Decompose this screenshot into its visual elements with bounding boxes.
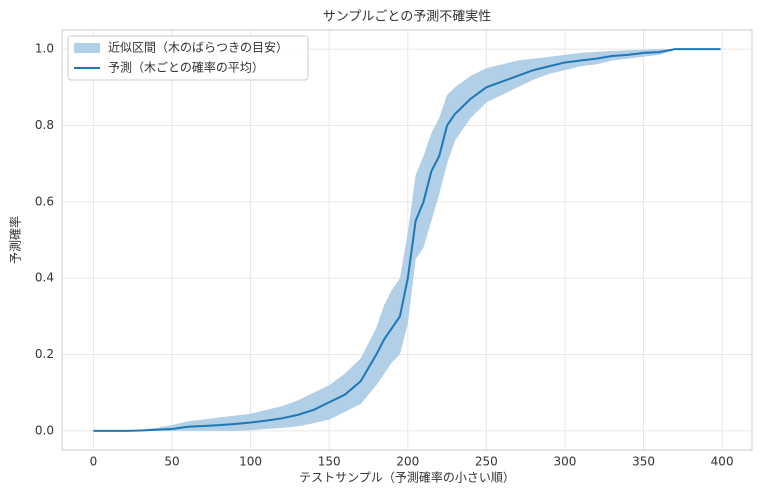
x-tick-label: 150 [318, 455, 341, 469]
line [93, 48, 721, 432]
x-tick-label: 300 [554, 455, 577, 469]
y-tick-label: 0.0 [35, 423, 54, 437]
plot-frame [61, 29, 753, 451]
x-tick-label: 200 [396, 455, 419, 469]
x-tick-label: 250 [475, 455, 498, 469]
y-axis-label: 予測確率 [8, 216, 23, 264]
y-tick-label: 1.0 [35, 42, 54, 56]
x-axis-label: テストサンプル（予測確率の小さい順） [299, 470, 515, 485]
y-tick-label: 0.2 [35, 347, 54, 361]
y-tick-label: 0.6 [35, 194, 54, 208]
x-tick-label: 350 [632, 455, 655, 469]
legend-label: 予測（木ごとの確率の平均） [108, 60, 264, 75]
legend-box [67, 35, 309, 81]
x-tick-label: 50 [164, 455, 179, 469]
legend-swatch [74, 43, 100, 53]
y-tick-label: 0.8 [35, 118, 54, 132]
x-tick-label: 100 [239, 455, 262, 469]
confidence-band [93, 49, 721, 431]
chart-title: サンプルごとの予測不確実性 [323, 9, 491, 25]
x-tick-label: 0 [90, 455, 98, 469]
x-tick-label: 400 [711, 455, 734, 469]
legend-label: 近似区間（木のばらつきの目安） [108, 40, 288, 55]
y-tick-label: 0.4 [35, 271, 54, 285]
